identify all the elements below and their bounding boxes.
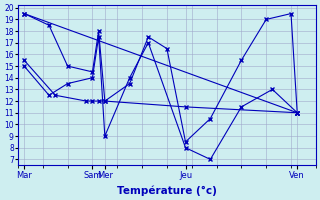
X-axis label: Température (°c): Température (°c) bbox=[117, 185, 217, 196]
